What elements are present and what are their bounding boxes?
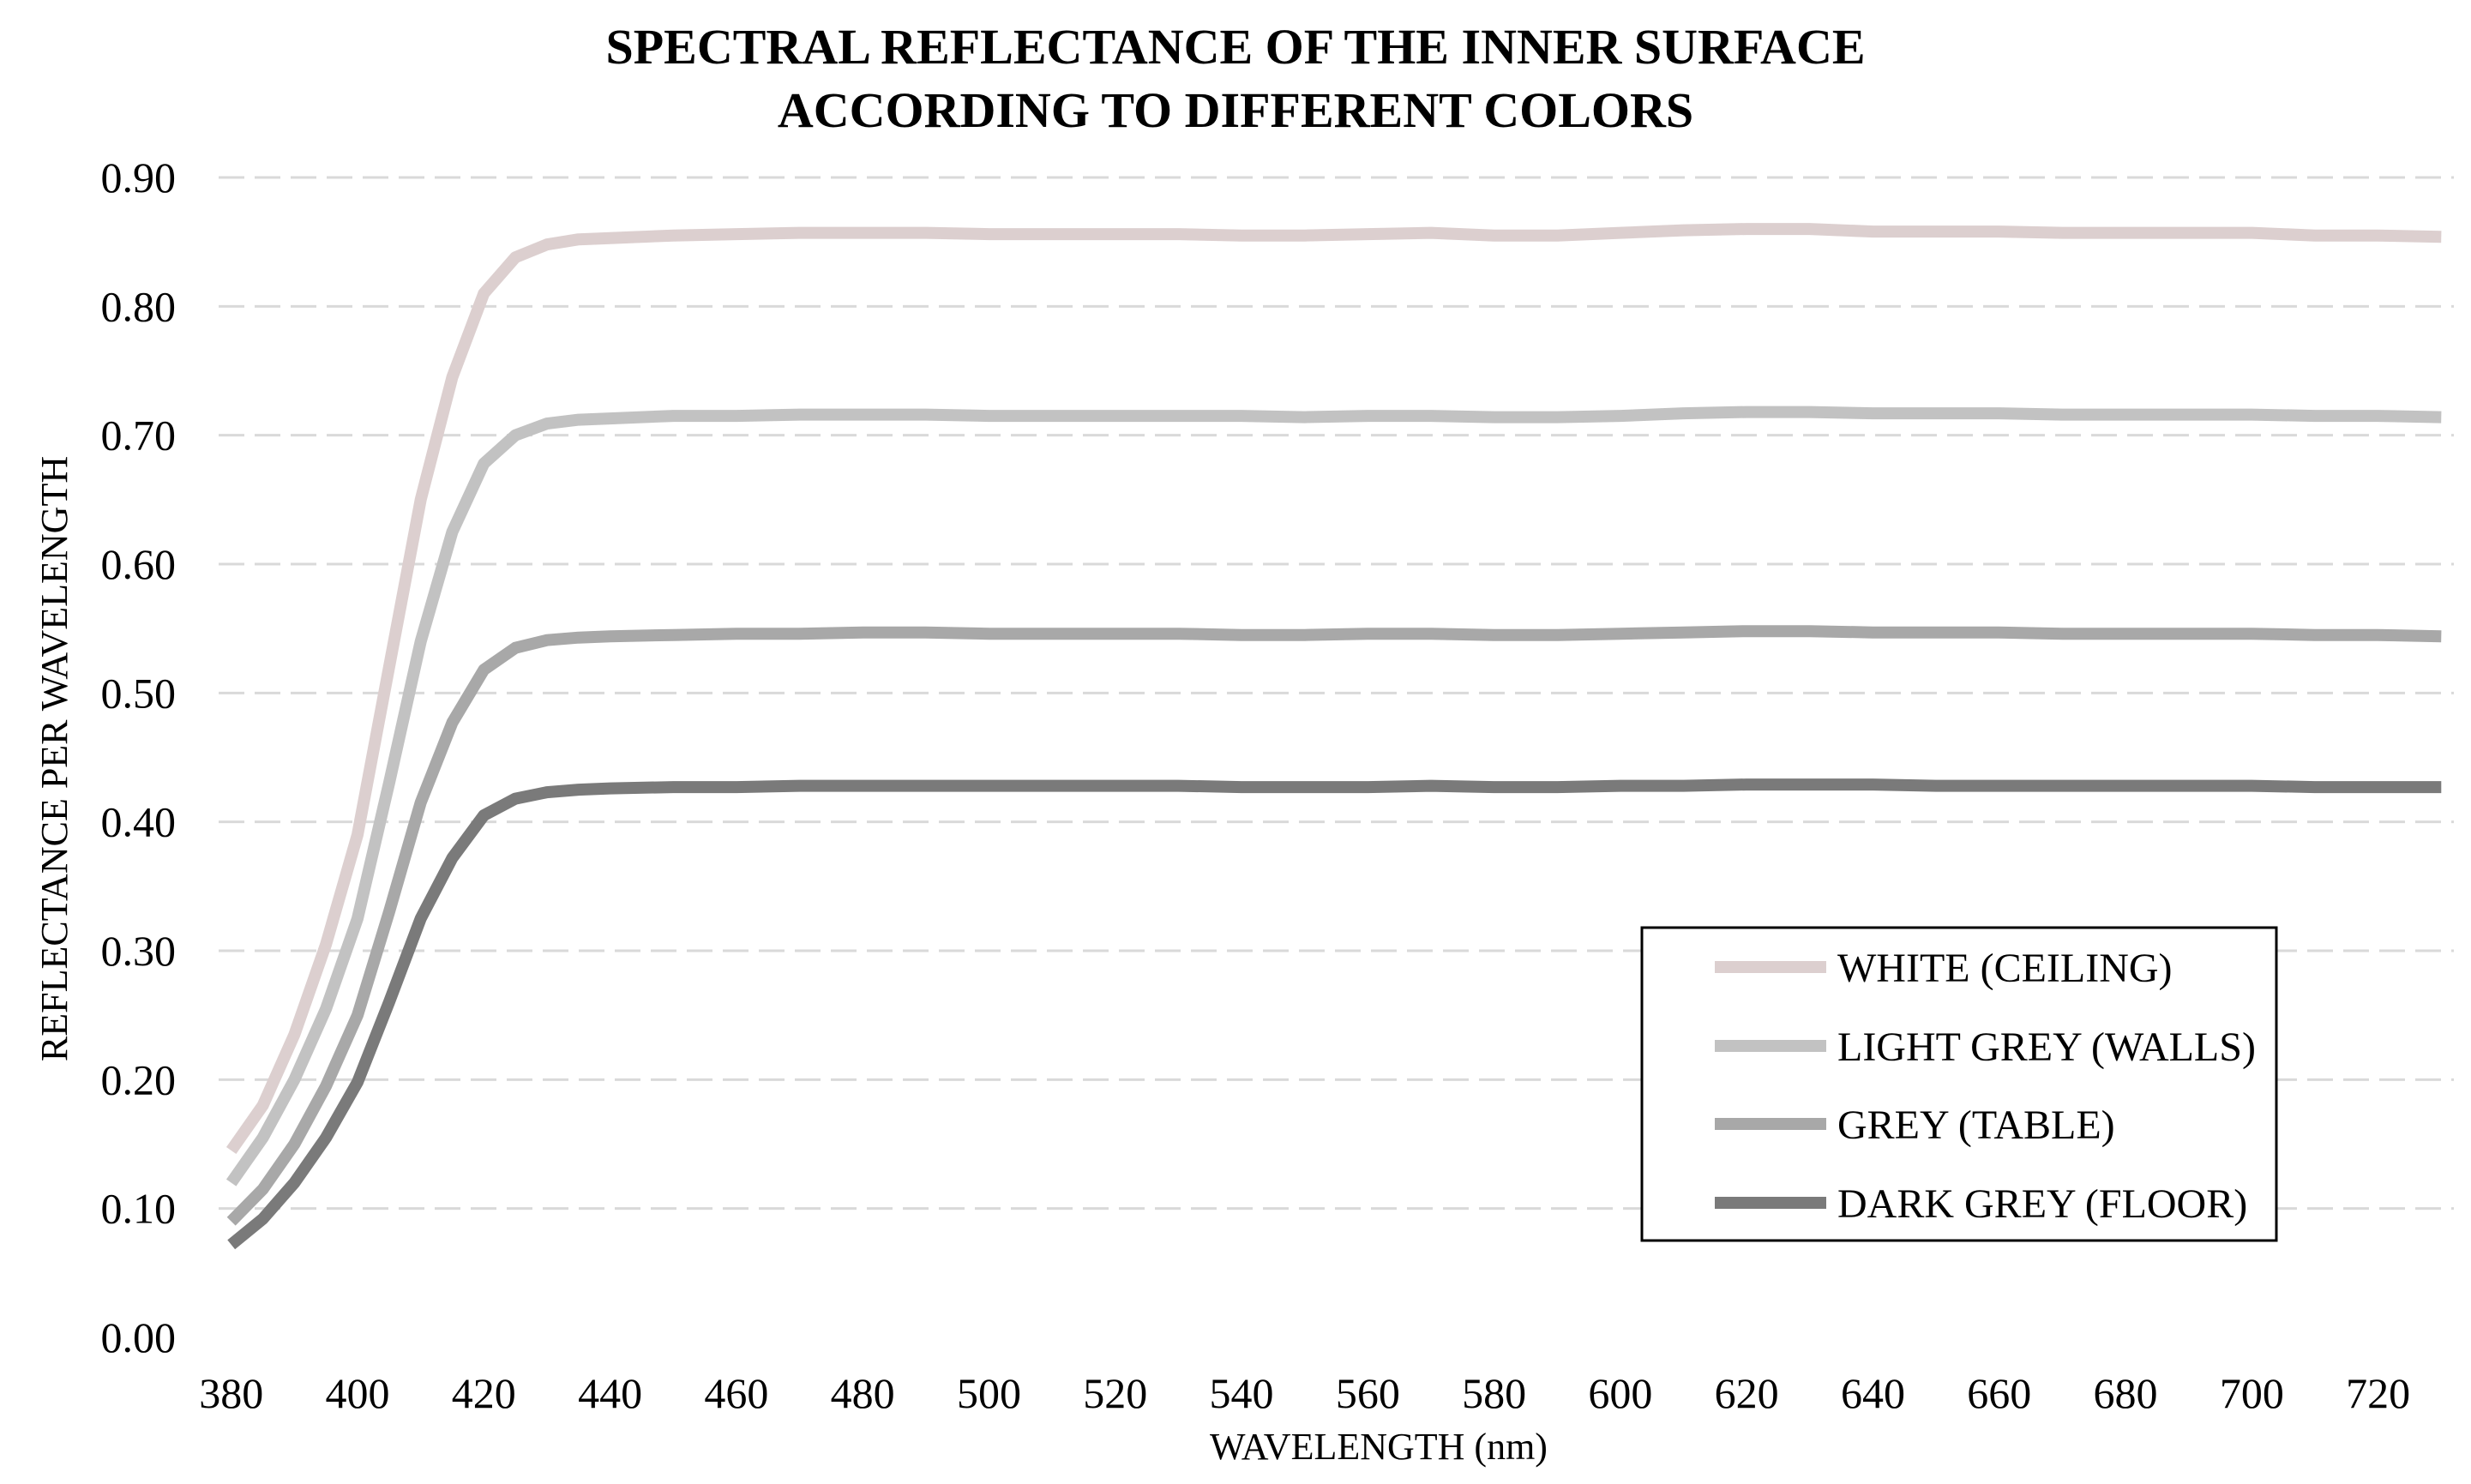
y-tick-label: 0.70: [101, 412, 177, 460]
y-tick-label: 0.30: [101, 927, 177, 975]
x-tick-label: 500: [957, 1369, 1021, 1417]
x-tick-label: 600: [1588, 1369, 1652, 1417]
legend-label: GREY (TABLE): [1837, 1102, 2115, 1148]
x-tick-label: 620: [1715, 1369, 1779, 1417]
y-axis-label: REFLECTANCE PER WAVELENGTH: [33, 456, 75, 1061]
y-tick-label: 0.50: [101, 669, 177, 717]
y-tick-label: 0.40: [101, 798, 177, 846]
y-tick-label: 0.80: [101, 282, 177, 330]
y-axis-ticks: 0.00 0.10 0.20 0.30 0.40 0.50 0.60 0.70 0.80 0.90: [101, 153, 177, 1361]
x-axis-label: WAVELENGTH (nm): [1210, 1426, 1548, 1468]
x-tick-label: 700: [2220, 1369, 2284, 1417]
x-tick-label: 440: [578, 1369, 642, 1417]
x-tick-label: 560: [1336, 1369, 1400, 1417]
chart-title-line-1: SPECTRAL REFLECTANCE OF THE INNER SURFAC…: [605, 19, 1865, 75]
x-tick-label: 640: [1841, 1369, 1905, 1417]
x-tick-label: 380: [199, 1369, 263, 1417]
x-axis-ticks: 380 400 420 440 460 480 500 520 540 560 580 600 620 6…: [199, 1369, 2410, 1417]
x-tick-label: 400: [326, 1369, 390, 1417]
x-tick-label: 720: [2346, 1369, 2410, 1417]
legend-label: LIGHT GREY (WALLS): [1837, 1024, 2256, 1070]
y-tick-label: 0.90: [101, 153, 177, 201]
legend-label: WHITE (CEILING): [1837, 946, 2173, 991]
x-tick-label: 460: [704, 1369, 768, 1417]
x-tick-label: 660: [1967, 1369, 2031, 1417]
chart-title: SPECTRAL REFLECTANCE OF THE INNER SURFAC…: [605, 19, 1865, 138]
y-tick-label: 0.20: [101, 1055, 177, 1103]
y-tick-label: 0.00: [101, 1313, 177, 1361]
y-tick-label: 0.60: [101, 540, 177, 588]
x-tick-label: 520: [1083, 1369, 1147, 1417]
legend: WHITE (CEILING) LIGHT GREY (WALLS) GREY (T…: [1642, 928, 2276, 1241]
y-tick-label: 0.10: [101, 1185, 177, 1233]
x-tick-label: 420: [452, 1369, 516, 1417]
x-tick-label: 540: [1210, 1369, 1274, 1417]
chart-title-line-2: ACCORDING TO DIFFERENT COLORS: [778, 82, 1693, 138]
x-tick-label: 480: [831, 1369, 895, 1417]
legend-label: DARK GREY (FLOOR): [1837, 1181, 2247, 1227]
x-tick-label: 580: [1462, 1369, 1526, 1417]
x-tick-label: 680: [2094, 1369, 2158, 1417]
